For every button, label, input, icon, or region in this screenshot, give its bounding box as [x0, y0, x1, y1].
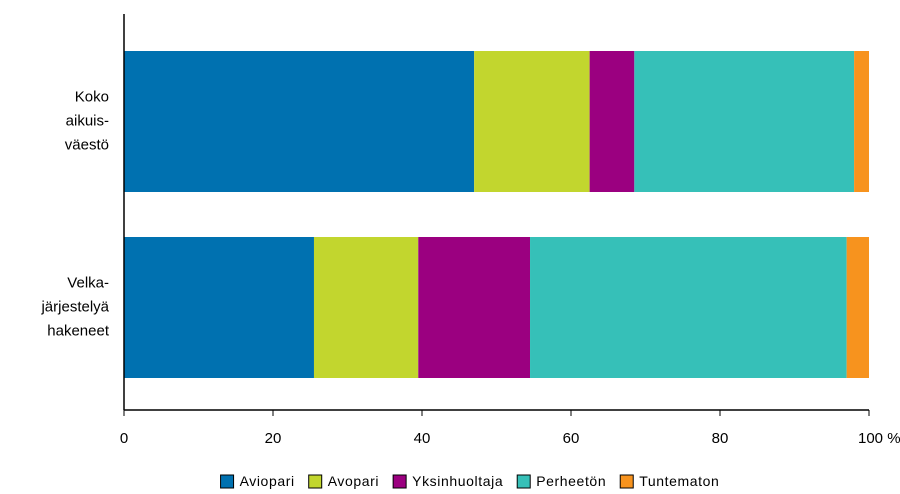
x-tick-label: 60	[563, 430, 580, 447]
category-labels: Koko aikuis-väestö Velka-järjestelyä hakene…	[40, 88, 109, 339]
legend-label-4: Perheetön	[536, 473, 606, 489]
legend-swatch-1	[221, 475, 234, 488]
legend-swatch-2	[309, 475, 322, 488]
bar-segment-2-1	[124, 237, 314, 378]
x-tick-labels: 0 20 40 60 80 100 %	[120, 430, 900, 447]
bar-segment-1-4	[634, 51, 854, 192]
x-tick-label: 80	[712, 430, 729, 447]
legend-swatch-5	[620, 475, 633, 488]
category-label-line: väestö	[65, 136, 109, 153]
x-tick-label: 100 %	[858, 430, 900, 447]
bar-segment-1-2	[474, 51, 589, 192]
category-label-line: aikuis-	[66, 112, 109, 129]
category-label-line: hakeneet	[47, 322, 110, 339]
legend-label-5: Tuntematon	[639, 473, 719, 489]
bar-segment-2-4	[530, 237, 847, 378]
x-tick-label: 0	[120, 430, 128, 447]
bar-segment-1-5	[854, 51, 869, 192]
category-label-line: Koko	[75, 88, 109, 105]
bars-group	[124, 51, 869, 378]
legend-label-1: Aviopari	[240, 473, 295, 489]
bar-segment-1-3	[590, 51, 635, 192]
x-tick-label: 20	[265, 430, 282, 447]
legend-swatch-3	[393, 475, 406, 488]
legend: Aviopari Avopari Yksinhuoltaja Perheetön Tun…	[221, 473, 720, 489]
legend-label-3: Yksinhuoltaja	[412, 473, 503, 489]
category-label-line: järjestelyä	[40, 298, 109, 315]
legend-swatch-4	[517, 475, 530, 488]
bar-segment-2-5	[847, 237, 869, 378]
x-tick-label: 40	[414, 430, 431, 447]
bar-segment-2-3	[418, 237, 530, 378]
bar-segment-2-2	[314, 237, 418, 378]
bar-segment-1-1	[124, 51, 474, 192]
category-label-line: Velka-	[67, 274, 109, 291]
legend-label-2: Avopari	[328, 473, 379, 489]
